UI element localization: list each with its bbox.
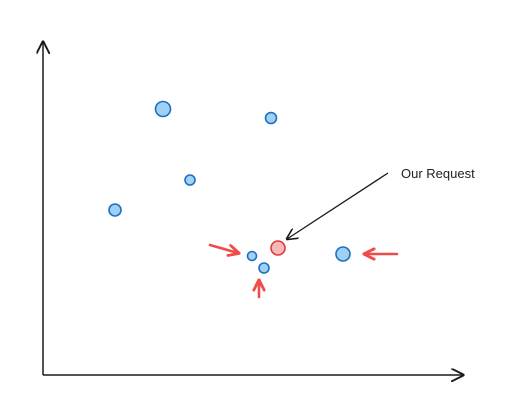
point-mid-left [184,174,196,186]
request-point [270,240,286,256]
point-near-below [258,262,270,274]
point-left [108,203,122,217]
annotation-label: Our Request [401,166,475,181]
point-near-right [335,246,351,262]
highlight-arrow-left [208,243,238,253]
point-near-left [246,250,258,262]
point-top-center [264,111,278,125]
annotation-arrow [287,172,389,239]
point-large-top-left [154,100,172,118]
